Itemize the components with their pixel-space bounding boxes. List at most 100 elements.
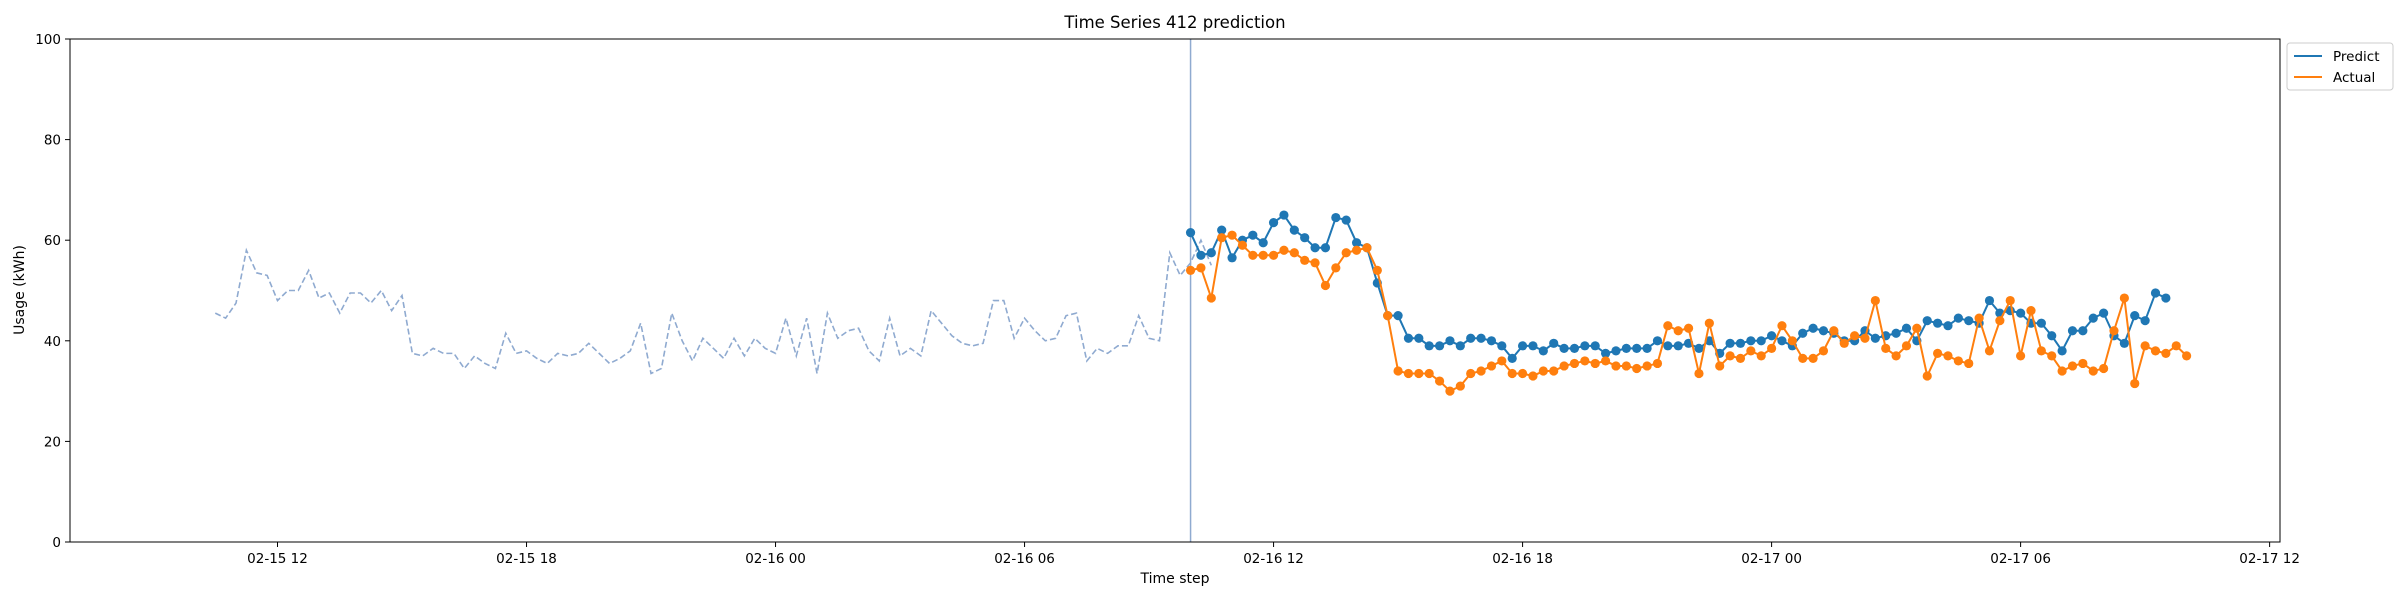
- actual-data-point: [2067, 361, 2078, 371]
- predict-data-point: [1424, 341, 1434, 351]
- actual-data-point: [1818, 346, 1829, 356]
- actual-data-point: [1590, 358, 1600, 369]
- actual-data-point: [1248, 250, 1258, 260]
- actual-data-point: [1383, 311, 1393, 321]
- predict-data-point: [1320, 243, 1331, 253]
- actual-data-point: [1694, 368, 1704, 379]
- legend-actual-label: Actual: [2333, 70, 2375, 86]
- actual-data-point: [1227, 230, 1237, 240]
- predict-data-point: [2036, 318, 2046, 328]
- actual-data-point: [1891, 351, 1901, 361]
- actual-data-point: [1445, 386, 1455, 396]
- actual-data-point: [1185, 265, 1196, 275]
- actual-data-point: [1642, 361, 1652, 371]
- y-tick-label: 20: [44, 434, 61, 450]
- predict-data-point: [1497, 341, 1507, 351]
- predict-data-point: [1590, 341, 1600, 351]
- predict-data-point: [2047, 331, 2057, 341]
- predict-data-point: [2078, 326, 2088, 336]
- actual-data-point: [1507, 368, 1517, 379]
- actual-data-point: [1310, 258, 1320, 268]
- actual-data-point: [2005, 295, 2015, 306]
- predict-data-point: [1403, 333, 1414, 343]
- predict-data-point: [1351, 238, 1362, 248]
- actual-data-point: [1300, 255, 1310, 265]
- actual-data-point: [2171, 341, 2181, 351]
- predict-data-point: [1559, 343, 1569, 353]
- x-tick-label: 02-16 06: [994, 551, 1055, 567]
- predict-data-point: [1206, 248, 1216, 258]
- actual-data-point: [1538, 366, 1548, 376]
- actual-data-point: [1196, 263, 1206, 273]
- predict-data-point: [1300, 233, 1310, 243]
- actual-data-point: [2109, 326, 2119, 336]
- actual-data-point: [1767, 343, 1777, 353]
- actual-data-point: [2150, 346, 2161, 356]
- actual-data-point: [1455, 381, 1465, 391]
- actual-data-point: [1829, 326, 1839, 336]
- actual-data-point: [1652, 358, 1663, 369]
- chart-title: Time Series 412 prediction: [1063, 13, 1285, 32]
- predict-data-point: [1486, 336, 1497, 346]
- actual-data-point: [1528, 371, 1538, 381]
- actual-data-point: [1663, 321, 1673, 331]
- predict-data-point: [2150, 288, 2161, 298]
- plot-area: [70, 39, 2280, 542]
- actual-data-point: [2016, 351, 2026, 361]
- actual-data-point: [1393, 366, 1403, 376]
- actual-data-point: [2182, 351, 2192, 361]
- predict-data-point: [2161, 293, 2171, 303]
- x-axis: 02-15 12 02-15 18 02-16 00 02-16 06 02-16 12…: [247, 542, 2300, 567]
- actual-data-point: [1372, 265, 1382, 275]
- y-tick-label: 60: [44, 233, 61, 249]
- predict-data-point: [2119, 338, 2129, 348]
- predict-data-point: [1984, 295, 1995, 306]
- actual-data-point: [1237, 240, 1248, 250]
- actual-data-point: [1289, 248, 1299, 258]
- predict-data-point: [1777, 336, 1787, 346]
- actual-data-point: [1735, 353, 1746, 363]
- predict-data-point: [1808, 323, 1818, 333]
- predict-data-point: [1434, 341, 1445, 351]
- actual-data-point: [1715, 361, 1725, 371]
- y-tick-label: 40: [44, 334, 61, 350]
- predict-data-point: [1549, 338, 1559, 348]
- actual-data-point: [2099, 363, 2109, 374]
- predict-data-point: [1393, 311, 1403, 321]
- predict-data-point: [1735, 338, 1746, 348]
- actual-data-point: [2026, 306, 2036, 316]
- actual-data-point: [1933, 348, 1943, 358]
- predict-data-point: [1538, 346, 1548, 356]
- actual-data-point: [1600, 356, 1611, 366]
- actual-data-point: [1268, 250, 1279, 260]
- x-tick-label: 02-17 12: [2239, 551, 2300, 567]
- predict-data-point: [1694, 343, 1704, 353]
- predict-data-point: [2057, 346, 2067, 356]
- actual-data-point: [1580, 356, 1590, 366]
- actual-data-point: [2130, 378, 2140, 389]
- predict-data-point: [1268, 217, 1279, 228]
- predict-data-point: [1725, 338, 1735, 348]
- predict-data-point: [1611, 346, 1621, 356]
- predict-data-point: [1632, 343, 1642, 353]
- actual-data-point: [1995, 316, 2005, 326]
- plot-frame: [69, 38, 2281, 543]
- actual-data-point: [1901, 341, 1912, 351]
- actual-data-point: [1912, 323, 1922, 333]
- predict-data-point: [1185, 228, 1196, 238]
- predict-data-point: [1310, 243, 1320, 253]
- actual-data-point: [1953, 356, 1963, 366]
- predict-data-point: [2099, 308, 2109, 318]
- predict-data-point: [1767, 331, 1777, 341]
- actual-data-point: [1683, 323, 1694, 333]
- actual-data-point: [2140, 341, 2150, 351]
- actual-data-point: [1850, 331, 1860, 341]
- predict-data-point: [1445, 336, 1455, 346]
- actual-data-point: [1943, 351, 1953, 361]
- y-axis: 0 20 40 60 80 100: [35, 32, 70, 551]
- actual-data-point: [1476, 366, 1486, 376]
- y-tick-label: 80: [44, 133, 61, 149]
- predict-data-point: [1258, 238, 1268, 248]
- predict-data-point: [1798, 328, 1808, 338]
